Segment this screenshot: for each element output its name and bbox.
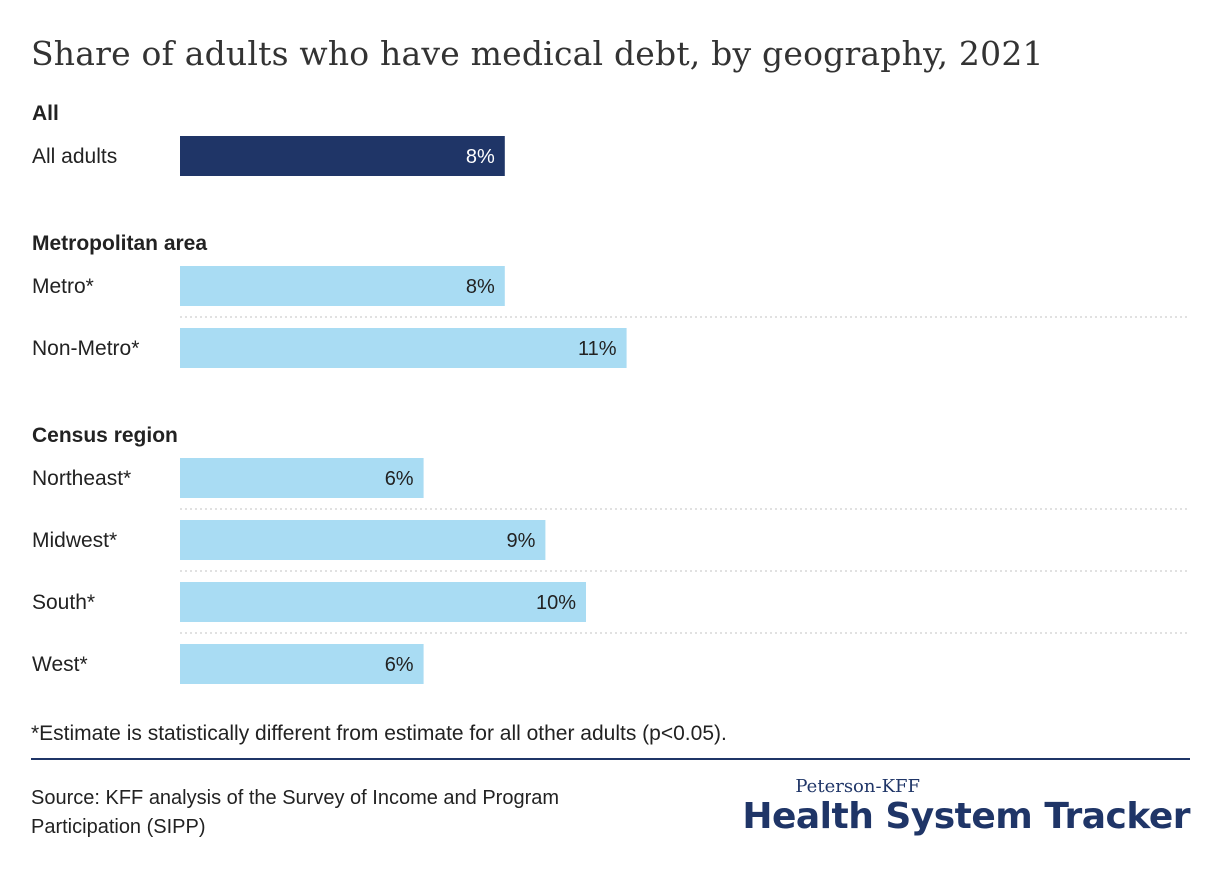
divider-rule [31, 758, 1190, 760]
group-header-all: All [32, 102, 59, 125]
row-label-midwest: Midwest* [32, 529, 117, 552]
row-label-all-adults: All adults [32, 145, 117, 168]
row-label-metro: Metro* [32, 275, 94, 298]
bar-midwest [180, 520, 546, 560]
row-label-northeast: Northeast* [32, 467, 131, 490]
source-text: Source: KFF analysis of the Survey of In… [31, 787, 560, 838]
bar-northeast [180, 458, 424, 498]
row-label-non-metro: Non-Metro* [32, 337, 139, 360]
chart-title: Share of adults who have medical debt, b… [31, 34, 1044, 73]
footnote: *Estimate is statistically different fro… [31, 722, 727, 745]
data-label-northeast: 6% [385, 468, 414, 490]
row-label-south: South* [32, 591, 95, 614]
group-header-metropolitan-area: Metropolitan area [32, 232, 207, 255]
bar-south [180, 582, 586, 622]
bar-non-metro [180, 328, 627, 368]
data-label-non-metro: 11% [578, 338, 617, 360]
group-header-census-region: Census region [32, 424, 178, 447]
brand-logo-text: Health System Tracker [742, 796, 1190, 837]
bar-west [180, 644, 424, 684]
data-label-metro: 8% [466, 276, 495, 298]
brand-subtitle: Peterson-KFF [795, 776, 920, 797]
data-label-west: 6% [385, 654, 414, 676]
data-label-midwest: 9% [506, 530, 535, 552]
data-label-south: 10% [536, 592, 576, 614]
data-label-all-adults: 8% [466, 146, 495, 168]
bar-chart: All All adults 8% Metropolitan area Metro* 8%… [32, 102, 1190, 684]
bar-all-adults [180, 136, 505, 176]
bar-metro [180, 266, 505, 306]
row-label-west: West* [32, 653, 88, 676]
